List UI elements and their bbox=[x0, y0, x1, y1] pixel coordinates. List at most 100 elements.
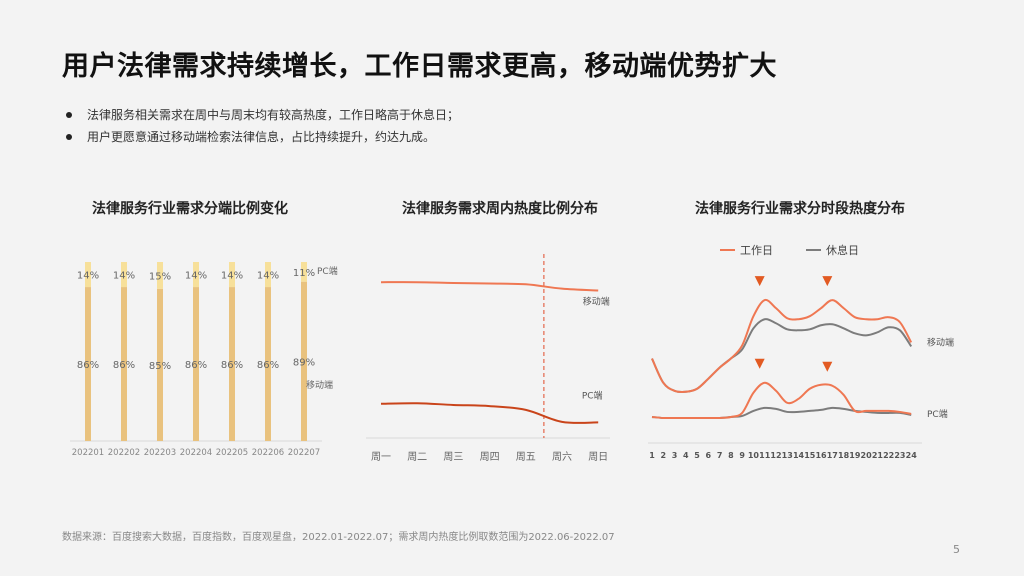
bar-pc bbox=[85, 262, 91, 288]
data-label-pc: 15% bbox=[149, 271, 171, 282]
x-tick-label: 20 bbox=[861, 451, 873, 460]
x-tick-label: 7 bbox=[717, 451, 723, 460]
x-tick-label: 202207 bbox=[288, 448, 320, 458]
bar-pc bbox=[229, 262, 235, 288]
data-label-mobile: 86% bbox=[77, 360, 99, 371]
peak-marker-icon bbox=[822, 361, 833, 372]
x-tick-label: 19 bbox=[849, 451, 861, 460]
series-label-mobile: 移动端 bbox=[306, 379, 333, 391]
chart-title-terminal-ratio: 法律服务行业需求分端比例变化 bbox=[92, 201, 288, 217]
bar-mobile bbox=[193, 287, 199, 441]
bullet-dot-icon bbox=[66, 112, 72, 118]
bar-mobile bbox=[85, 287, 91, 441]
x-tick-label: 周五 bbox=[516, 451, 536, 463]
page-title: 用户法律需求持续增长，工作日需求更高，移动端优势扩大 bbox=[62, 51, 777, 82]
bullet-item: 用户更愿意通过移动端检索法律信息，占比持续提升，约达九成。 bbox=[66, 126, 459, 148]
bar-pc bbox=[265, 262, 271, 288]
x-tick-label: 2 bbox=[660, 451, 666, 460]
x-tick-label: 21 bbox=[872, 451, 884, 460]
peak-marker-icon bbox=[754, 276, 765, 287]
x-tick-label: 周日 bbox=[588, 451, 608, 463]
peak-marker-icon bbox=[822, 276, 833, 287]
x-tick-label: 202204 bbox=[180, 448, 212, 458]
x-tick-label: 周二 bbox=[407, 451, 427, 463]
x-tick-label: 8 bbox=[728, 451, 734, 460]
bullet-dot-icon bbox=[66, 134, 72, 140]
x-tick-label: 202205 bbox=[216, 448, 248, 458]
series-line-workday bbox=[651, 298, 913, 394]
x-tick-label: 22 bbox=[883, 451, 894, 460]
x-tick-label: 15 bbox=[804, 451, 816, 460]
bar-mobile bbox=[301, 281, 307, 441]
x-tick-label: 周六 bbox=[552, 451, 572, 463]
series-line-restday bbox=[651, 406, 912, 420]
x-tick-label: 6 bbox=[706, 451, 712, 460]
bullet-text: 法律服务相关需求在周中与周末均有较高热度，工作日略高于休息日； bbox=[87, 108, 460, 122]
x-tick-label: 12 bbox=[770, 451, 781, 460]
data-label-pc: 14% bbox=[185, 271, 207, 282]
bar-mobile bbox=[121, 287, 127, 441]
chart-title-hourly: 法律服务行业需求分时段热度分布 bbox=[695, 201, 905, 217]
x-tick-label: 周一 bbox=[371, 451, 391, 463]
group-label-mobile: 移动端 bbox=[927, 336, 954, 348]
series-label-pc: PC端 bbox=[582, 389, 603, 401]
x-tick-label: 202206 bbox=[252, 448, 284, 458]
data-label-pc: 14% bbox=[113, 271, 135, 282]
data-label-mobile: 86% bbox=[185, 360, 207, 371]
series-line-pc bbox=[380, 402, 599, 424]
data-label-mobile: 89% bbox=[293, 357, 315, 368]
x-tick-label: 9 bbox=[739, 451, 745, 460]
bullet-item: 法律服务相关需求在周中与周末均有较高热度，工作日略高于休息日； bbox=[66, 104, 459, 126]
series-line-mobile bbox=[380, 281, 599, 292]
data-label-mobile: 86% bbox=[257, 360, 279, 371]
bar-pc bbox=[301, 262, 307, 282]
bar-pc bbox=[157, 262, 163, 289]
x-tick-label: 周四 bbox=[480, 451, 500, 463]
bar-mobile bbox=[229, 287, 235, 441]
bar-pc bbox=[121, 262, 127, 288]
series-label-mobile: 移动端 bbox=[583, 296, 610, 308]
bar-pc bbox=[193, 262, 199, 288]
legend-label-workday: 工作日 bbox=[740, 244, 773, 257]
bar-mobile bbox=[157, 288, 163, 441]
x-tick-label: 14 bbox=[793, 451, 805, 460]
x-tick-label: 11 bbox=[759, 451, 771, 460]
chart-title-weekly: 法律服务需求周内热度比例分布 bbox=[402, 201, 598, 217]
data-label-pc: 14% bbox=[221, 271, 243, 282]
x-tick-label: 17 bbox=[827, 451, 838, 460]
x-tick-label: 16 bbox=[815, 451, 827, 460]
bar-mobile bbox=[265, 287, 271, 441]
x-tick-label: 202203 bbox=[144, 448, 176, 458]
series-line-restday bbox=[651, 318, 913, 394]
data-label-mobile: 85% bbox=[149, 361, 171, 372]
data-label-pc: 14% bbox=[77, 271, 99, 282]
x-tick-label: 202201 bbox=[72, 448, 104, 458]
bullet-list: 法律服务相关需求在周中与周末均有较高热度，工作日略高于休息日； 用户更愿意通过移… bbox=[66, 104, 459, 148]
x-tick-label: 周三 bbox=[443, 451, 463, 463]
footer-source: 数据来源：百度搜索大数据，百度指数，百度观星盘，2022.01-2022.07；… bbox=[62, 532, 615, 543]
x-tick-label: 1 bbox=[649, 451, 655, 460]
x-tick-label: 18 bbox=[838, 451, 850, 460]
x-tick-label: 23 bbox=[894, 451, 905, 460]
data-label-pc: 11% bbox=[293, 268, 315, 279]
x-tick-label: 24 bbox=[906, 451, 918, 460]
x-tick-label: 4 bbox=[683, 451, 689, 460]
series-label-pc: PC端 bbox=[317, 265, 338, 277]
series-line-workday bbox=[651, 381, 912, 420]
legend-label-restday: 休息日 bbox=[826, 243, 859, 257]
x-tick-label: 202202 bbox=[108, 448, 140, 458]
data-label-mobile: 86% bbox=[221, 360, 243, 371]
group-label-pc: PC端 bbox=[927, 408, 948, 420]
x-tick-label: 5 bbox=[694, 451, 700, 460]
x-tick-label: 3 bbox=[672, 451, 678, 460]
data-label-mobile: 86% bbox=[113, 360, 135, 371]
x-tick-label: 10 bbox=[748, 451, 760, 460]
x-tick-label: 13 bbox=[782, 451, 793, 460]
peak-marker-icon bbox=[754, 358, 765, 369]
page-number: 5 bbox=[953, 543, 960, 556]
bullet-text: 用户更愿意通过移动端检索法律信息，占比持续提升，约达九成。 bbox=[87, 130, 436, 144]
data-label-pc: 14% bbox=[257, 271, 279, 282]
